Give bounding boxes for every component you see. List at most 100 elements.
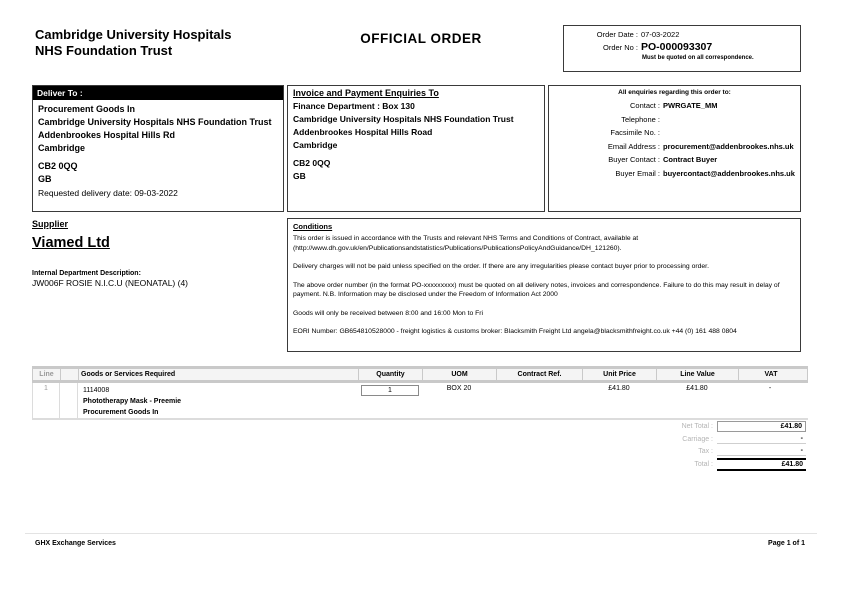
order-enquiries-box: All enquiries regarding this order to: C… [548,85,801,212]
facsimile-label: Facsimile No. : [610,128,660,137]
footer-divider [25,533,817,534]
email-value: procurement@addenbrookes.nhs.uk [663,141,794,151]
col-header-blank [61,369,79,380]
deliver-address-line: Cambridge University Hospitals NHS Found… [38,117,272,127]
enquiries-row-telephone: Telephone : [553,113,796,127]
tax-value: - [717,446,806,456]
org-name-line2: NHS Foundation Trust [35,43,173,58]
col-header-line: Line [33,369,61,380]
invoice-enquiries-box: Invoice and Payment Enquiries To Finance… [287,85,545,212]
enquiries-row-buyer-email: Buyer Email : buyercontact@addenbrookes.… [553,167,796,181]
col-header-unit-price: Unit Price [583,369,657,380]
deliver-to-box: Deliver To : Procurement Goods In Cambri… [32,85,284,212]
deliver-address-line: Procurement Goods In [38,104,136,114]
order-number-box: Order Date : 07-03-2022 Order No : PO-00… [563,25,801,72]
enquiries-header: All enquiries regarding this order to: [618,89,731,96]
conditions-paragraph: EORI Number: GB654810528000 - freight lo… [293,328,737,335]
totals-section: Net Total : £41.80 Carriage : - Tax : - … [655,421,810,473]
conditions-section: Conditions This order is issued in accor… [287,218,801,352]
table-row: 1 1114008 Phototherapy Mask - Preemie Pr… [32,383,808,420]
carriage-label: Carriage : [682,435,713,443]
item-vat: - [768,385,772,392]
conditions-paragraph: This order is issued in accordance with … [293,235,639,252]
order-date-label: Order Date : [596,30,638,39]
deliver-to-address: Procurement Goods In Cambridge Universit… [33,100,278,203]
org-name-line1: Cambridge University Hospitals [35,27,232,42]
supplier-header: Supplier [32,219,69,229]
total-row-carriage: Carriage : - [655,434,810,444]
grand-total-value: £41.80 [717,458,806,471]
document-title: OFFICIAL ORDER [360,31,482,46]
supplier-section: Supplier Viamed Ltd Internal Department … [32,219,284,288]
invoice-address-line: Finance Department : Box 130 [293,101,415,111]
col-header-contract-ref: Contract Ref. [497,369,583,380]
item-quantity-cell: 1 [358,383,422,418]
footer-service-name: GHX Exchange Services [35,540,116,547]
deliver-postcode: CB2 0QQ [38,161,78,171]
total-row-net: Net Total : £41.80 [655,421,810,432]
invoice-country: GB [293,171,306,181]
items-table: Line Goods or Services Required Quantity… [32,366,808,420]
conditions-paragraph: Delivery charges will not be paid unless… [293,263,709,270]
item-description: Phototherapy Mask - Preemie [83,398,182,405]
buyer-contact-label: Buyer Contact : [608,155,660,164]
contact-value: PWRGATE_MM [663,101,718,110]
deliver-address-line: Addenbrookes Hospital Hills Rd [38,130,176,140]
item-line-number: 1 [32,383,60,418]
conditions-paragraph: The above order number (in the format PO… [293,281,780,299]
item-goods-cell: 1114008 Phototherapy Mask - Preemie Proc… [78,383,358,418]
invoice-address-line: Cambridge [293,140,338,150]
col-header-goods: Goods or Services Required [79,369,359,380]
email-label: Email Address : [607,141,660,151]
contact-label: Contact : [629,101,660,110]
item-quantity: 1 [361,385,419,396]
carriage-value: - [717,434,806,444]
net-total-value: £41.80 [717,421,806,432]
total-row-tax: Tax : - [655,446,810,456]
telephone-label: Telephone : [621,114,660,124]
col-header-line-value: Line Value [657,369,739,380]
order-no-row: Order No : PO-000093307 [564,42,800,53]
grand-total-label: Total : [694,461,713,468]
item-uom: BOX 20 [446,385,472,392]
col-header-vat: VAT [764,371,778,378]
order-no-value: PO-000093307 [641,41,713,53]
buyer-contact-value: Contract Buyer [663,155,718,164]
supplier-name: Viamed Ltd [32,235,110,251]
deliver-to-header: Deliver To : [33,86,283,100]
item-unit-price: £41.80 [608,385,630,392]
conditions-header: Conditions [293,222,333,231]
order-no-label: Order No : [602,43,638,52]
tax-label: Tax : [698,447,713,455]
internal-dept-label: Internal Department Description: [32,270,141,277]
net-total-label: Net Total : [681,423,713,430]
enquiries-row-buyer-contact: Buyer Contact : Contract Buyer [553,153,796,167]
enquiries-row-facsimile: Facsimile No. : [553,126,796,140]
total-row-grand: Total : £41.80 [655,458,810,471]
item-contract-ref [496,383,582,418]
invoice-address-line: Cambridge University Hospitals NHS Found… [293,114,514,124]
conditions-paragraph: Goods will only be received between 8:00… [293,309,484,317]
items-table-header: Line Goods or Services Required Quantity… [32,366,808,383]
requested-delivery-date: Requested delivery date: 09-03-2022 [38,188,178,198]
buyer-email-label: Buyer Email : [615,168,660,178]
item-blank-cell [60,383,78,418]
col-header-uom: UOM [423,369,497,380]
footer-page-number: Page 1 of 1 [768,540,805,547]
buyer-email-value: buyercontact@addenbrookes.nhs.uk [663,168,795,178]
invoice-postcode: CB2 0QQ [293,158,331,168]
invoice-address-line: Addenbrookes Hospital Hills Road [293,127,433,137]
item-note: Procurement Goods In [83,409,159,416]
item-code: 1114008 [83,387,110,394]
order-note: Must be quoted on all correspondence. [642,55,754,61]
internal-dept-value: JW006F ROSIE N.I.C.U (NEONATAL) (4) [32,278,189,288]
enquiries-row-email: Email Address : procurement@addenbrookes… [553,140,796,154]
col-header-quantity: Quantity [359,369,423,380]
item-line-value: £41.80 [686,385,708,392]
enquiries-row-contact: Contact : PWRGATE_MM [553,99,796,113]
order-date-value: 07-03-2022 [641,30,680,39]
invoice-address: Finance Department : Box 130 Cambridge U… [293,100,539,183]
invoice-enquiries-header: Invoice and Payment Enquiries To [293,88,439,98]
org-name: Cambridge University Hospitals NHS Found… [35,27,232,59]
deliver-country: GB [38,174,52,184]
